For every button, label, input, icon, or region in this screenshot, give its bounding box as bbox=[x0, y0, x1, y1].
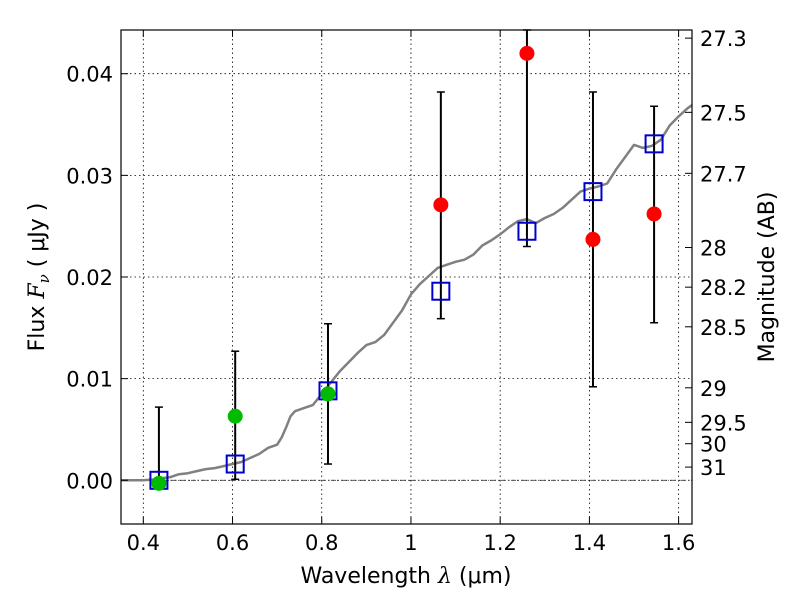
spectrum-line bbox=[121, 104, 693, 482]
magnitude-tick-label: 27.5 bbox=[700, 101, 747, 125]
y-tick-label: 0.03 bbox=[66, 164, 113, 188]
x-tick-label: 0.6 bbox=[216, 531, 249, 555]
magnitude-tick-label: 29 bbox=[700, 377, 727, 401]
x-tick-label: 0.4 bbox=[127, 531, 160, 555]
axis-ticks bbox=[121, 30, 692, 524]
observed-flux-series bbox=[151, 45, 662, 491]
model-photometry-point bbox=[225, 454, 245, 474]
magnitude-tick-label: 30 bbox=[700, 433, 727, 457]
x-axis-label: Wavelength λ (μm) bbox=[300, 564, 511, 589]
observed-flux-point bbox=[320, 386, 336, 402]
x-tick-label: 1.4 bbox=[573, 531, 606, 555]
model-photometry-point bbox=[583, 182, 603, 202]
observed-flux-point bbox=[519, 45, 535, 61]
magnitude-tick-label: 28.2 bbox=[700, 276, 747, 300]
observed-flux-point bbox=[646, 206, 662, 222]
magnitude-tick-label: 27.7 bbox=[700, 162, 747, 186]
observed-flux-point bbox=[585, 231, 601, 247]
model-photometry-series bbox=[149, 134, 664, 490]
observed-flux-point bbox=[227, 408, 243, 424]
x-tick-label: 1 bbox=[404, 531, 417, 555]
observed-flux-point bbox=[151, 475, 167, 491]
x-tick-label: 0.8 bbox=[305, 531, 338, 555]
y-tick-labels: 0.00 0.01 0.02 0.03 0.04 bbox=[66, 63, 113, 494]
y-axis-label: Flux Fν ( μJy ) bbox=[25, 203, 53, 352]
x-tick-label: 1.6 bbox=[662, 531, 695, 555]
y-tick-label: 0.01 bbox=[66, 368, 113, 392]
y-tick-label: 0.00 bbox=[66, 469, 113, 493]
magnitude-tick-label: 31 bbox=[700, 456, 727, 480]
magnitude-tick-label: 27.3 bbox=[700, 27, 747, 51]
x-tick-labels: 0.4 0.6 0.8 1 1.2 1.4 1.6 bbox=[127, 531, 696, 555]
magnitude-tick-label: 28 bbox=[700, 237, 727, 261]
spectrum-series bbox=[121, 104, 693, 482]
magnitude-tick-label: 28.5 bbox=[700, 316, 747, 340]
x-tick-label: 1.2 bbox=[483, 531, 516, 555]
y-tick-label: 0.02 bbox=[66, 266, 113, 290]
model-photometry-point bbox=[431, 281, 451, 301]
observed-flux-point bbox=[433, 197, 449, 213]
magnitude-tick-label: 29.5 bbox=[700, 411, 747, 435]
right-axis-label: Magnitude (AB) bbox=[755, 192, 780, 363]
grid-lines bbox=[121, 30, 692, 524]
model-photometry-point bbox=[644, 134, 664, 154]
y-tick-label: 0.04 bbox=[66, 63, 113, 87]
model-photometry-point bbox=[517, 221, 537, 241]
